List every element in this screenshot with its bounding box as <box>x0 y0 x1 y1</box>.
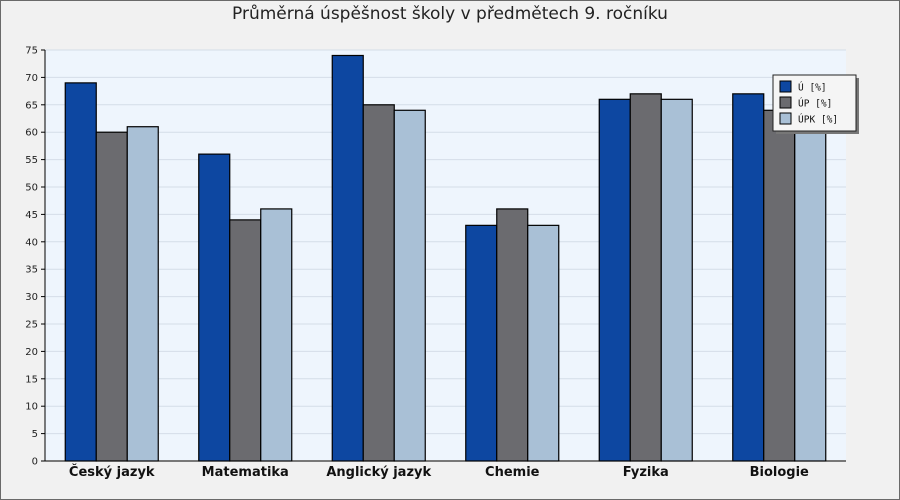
y-tick-label: 40 <box>25 237 38 248</box>
legend-swatch <box>779 80 792 93</box>
bar <box>126 126 159 462</box>
legend-label: Ú [%] <box>798 82 827 94</box>
y-tick-label: 35 <box>25 265 38 276</box>
bar <box>465 224 498 462</box>
axes-group <box>44 50 846 462</box>
y-tick-label: 15 <box>25 374 38 385</box>
y-tick-labels: 0 5 10 15 20 25 30 35 40 45 50 55 60 65 70 75 <box>25 46 45 468</box>
grid-lines <box>45 49 846 435</box>
x-category-label: Chemie <box>485 465 540 480</box>
y-tick-label: 50 <box>25 183 38 194</box>
x-category-label: Fyzika <box>623 465 669 480</box>
bar <box>260 208 293 462</box>
bar <box>362 104 395 462</box>
bar <box>732 93 765 462</box>
y-tick-label: 30 <box>25 292 38 303</box>
y-tick-label: 45 <box>25 210 38 221</box>
y-tick-label: 5 <box>32 429 38 440</box>
bar <box>64 82 97 462</box>
y-tick-label: 10 <box>25 402 38 413</box>
legend: Ú [%] ÚP [%] ÚPK [%] <box>772 74 859 134</box>
bar <box>598 98 631 462</box>
bar <box>331 54 364 462</box>
bars-group <box>64 54 827 462</box>
legend-swatch <box>779 96 792 109</box>
plot-area <box>45 50 846 460</box>
bar <box>229 219 262 462</box>
bar <box>198 153 231 462</box>
x-category-label: Matematika <box>202 465 289 480</box>
bar <box>393 109 426 462</box>
bar <box>95 131 128 462</box>
legend-label: ÚP [%] <box>798 98 832 110</box>
bar <box>660 98 693 462</box>
legend-label: ÚPK [%] <box>798 114 838 126</box>
y-tick-label: 65 <box>25 100 38 111</box>
x-category-labels: Český jazyk Matematika Anglický jazyk Chemi… <box>69 464 809 480</box>
bar <box>794 115 827 462</box>
bar <box>527 224 560 462</box>
y-tick-label: 75 <box>25 46 38 57</box>
x-category-label: Český jazyk <box>69 464 155 480</box>
x-category-label: Biologie <box>750 465 809 480</box>
y-tick-label: 20 <box>25 347 38 358</box>
y-tick-label: 25 <box>25 320 38 331</box>
y-tick-label: 0 <box>32 457 38 468</box>
bar <box>629 93 662 462</box>
bar <box>496 208 529 462</box>
y-tick-label: 55 <box>25 155 38 166</box>
legend-swatch <box>779 112 792 125</box>
chart-title: Průměrná úspěšnost školy v předmětech 9.… <box>232 4 668 24</box>
y-tick-label: 60 <box>25 128 38 139</box>
x-category-label: Anglický jazyk <box>326 465 431 480</box>
bar <box>763 109 796 462</box>
y-tick-label: 70 <box>25 73 38 84</box>
